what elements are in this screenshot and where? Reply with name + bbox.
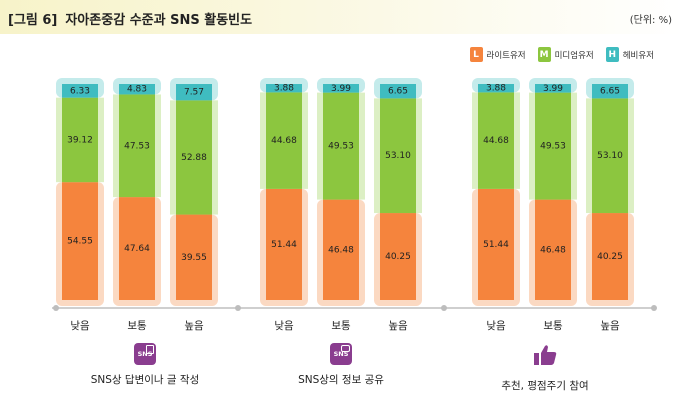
medium-user-icon: M (537, 47, 551, 62)
label-light-g1-c2: 47.64 (124, 244, 150, 254)
label-medium-g1-c2: 47.53 (124, 141, 150, 151)
axis-dot-2 (235, 305, 241, 311)
bar-heavy-g3-c2 (535, 84, 571, 93)
label-light-g2-c3: 40.25 (385, 252, 411, 262)
label-heavy-g3-c2: 3.99 (543, 84, 563, 94)
label-heavy-g2-c3: 6.65 (388, 87, 408, 97)
category-label-g3-c2: 보통 (543, 320, 563, 332)
axis-dot-4 (651, 305, 657, 311)
axis-dot-3 (441, 305, 447, 311)
group-label-1: SNS상 답변이나 글 작성 (90, 374, 200, 386)
label-medium-g3-c3: 53.10 (597, 151, 623, 161)
bar-heavy-g2-c1 (266, 84, 302, 93)
bar-light-g3-c2 (535, 199, 571, 300)
label-light-g3-c2: 46.48 (540, 245, 566, 255)
label-light-g2-c2: 46.48 (328, 245, 354, 255)
figure-title-text: 자아존중감 수준과 SNS 활동빈도 (65, 13, 253, 28)
label-medium-g1-c3: 52.88 (181, 153, 207, 163)
legend-item-heavy: H 헤비유저 (605, 47, 654, 62)
label-heavy-g2-c1: 3.88 (274, 84, 294, 94)
thumbs-up-icon (534, 345, 557, 365)
bar-medium-g2-c1 (266, 92, 302, 189)
category-label-g3-c1: 낮음 (486, 320, 506, 332)
label-medium-g2-c3: 53.10 (385, 151, 411, 161)
category-label-g1-c2: 보통 (127, 320, 147, 332)
legend-label-light: 라이트유저 (486, 50, 526, 61)
heavy-user-icon: H (605, 47, 619, 62)
group-footer-3: 추천, 평점주기 참여 (470, 343, 620, 393)
bar-heavy-g1-c2 (119, 84, 155, 95)
label-heavy-g1-c1: 6.33 (70, 86, 90, 96)
legend-item-light: L 라이트유저 (469, 47, 526, 62)
label-light-g1-c3: 39.55 (181, 253, 207, 263)
bar-light-g1-c2 (119, 197, 155, 300)
label-heavy-g3-c3: 6.65 (600, 87, 620, 97)
bar-medium-g3-c1 (478, 92, 514, 189)
category-label-g1-c3: 높음 (184, 320, 204, 332)
sns-share-icon: SNS (330, 343, 352, 365)
bar-medium-g3-c2 (535, 92, 571, 200)
bar-medium-g1-c1 (62, 97, 98, 183)
label-medium-g2-c2: 49.53 (328, 142, 354, 152)
bar-heavy-g3-c1 (478, 84, 514, 93)
label-medium-g3-c2: 49.53 (540, 142, 566, 152)
bar-medium-g1-c3 (176, 100, 212, 215)
bar-light-g1-c1 (62, 182, 98, 300)
bar-medium-g2-c2 (323, 92, 359, 200)
label-heavy-g1-c3: 7.57 (184, 88, 204, 98)
legend-label-heavy: 헤비유저 (622, 50, 654, 61)
bar-light-g3-c3 (592, 213, 628, 300)
legend-item-medium: M 미디엄유저 (537, 47, 594, 62)
label-medium-g1-c1: 39.12 (67, 135, 93, 145)
bar-heavy-g1-c1 (62, 84, 98, 98)
bar-light-g2-c3 (380, 213, 416, 300)
category-label-g1-c1: 낮음 (70, 320, 90, 332)
legend: L 라이트유저 M 미디엄유저 H 헤비유저 (469, 47, 654, 62)
group-footer-1: SNS SNS상 답변이나 글 작성 (70, 343, 220, 387)
label-heavy-g2-c2: 3.99 (331, 84, 351, 94)
figure-title: [그림 6] 자아존중감 수준과 SNS 활동빈도 (8, 9, 252, 28)
unit-label: (단위: %) (629, 15, 672, 26)
label-light-g2-c1: 51.44 (271, 240, 297, 250)
label-heavy-g3-c1: 3.88 (486, 84, 506, 94)
light-user-icon: L (469, 47, 483, 62)
bar-light-g3-c1 (478, 188, 514, 300)
bar-medium-g3-c3 (592, 98, 628, 214)
bar-heavy-g2-c3 (380, 84, 416, 99)
sns-post-icon: SNS (134, 343, 156, 365)
label-medium-g3-c1: 44.68 (483, 136, 509, 146)
label-light-g1-c1: 54.55 (67, 237, 93, 247)
group-label-3: 추천, 평점주기 참여 (501, 380, 589, 392)
bar-heavy-g2-c2 (323, 84, 359, 93)
sns-post-icon-text: SNS (137, 350, 153, 358)
bar-heavy-g1-c3 (176, 84, 212, 101)
bar-light-g2-c2 (323, 199, 359, 300)
figure-number: [그림 6] (8, 13, 58, 28)
label-light-g3-c3: 40.25 (597, 252, 623, 262)
legend-label-medium: 미디엄유저 (554, 50, 594, 61)
label-medium-g2-c1: 44.68 (271, 136, 297, 146)
bar-medium-g1-c2 (119, 94, 155, 198)
group-footer-2: SNS SNS상의 정보 공유 (266, 343, 416, 387)
category-label-g3-c3: 높음 (600, 320, 620, 332)
bar-light-g1-c3 (176, 214, 212, 300)
figure-header: [그림 6] 자아존중감 수준과 SNS 활동빈도 (단위: %) (0, 0, 684, 34)
label-heavy-g1-c2: 4.83 (127, 85, 147, 95)
axis-dot-1 (53, 305, 59, 311)
bar-light-g2-c1 (266, 188, 302, 300)
bar-heavy-g3-c3 (592, 84, 628, 99)
bar-medium-g2-c3 (380, 98, 416, 214)
label-light-g3-c1: 51.44 (483, 240, 509, 250)
category-label-g2-c1: 낮음 (274, 320, 294, 332)
sns-share-icon-text: SNS (333, 350, 349, 358)
category-label-g2-c2: 보통 (331, 320, 351, 332)
group-label-2: SNS상의 정보 공유 (298, 374, 384, 386)
category-label-g2-c3: 높음 (388, 320, 408, 332)
